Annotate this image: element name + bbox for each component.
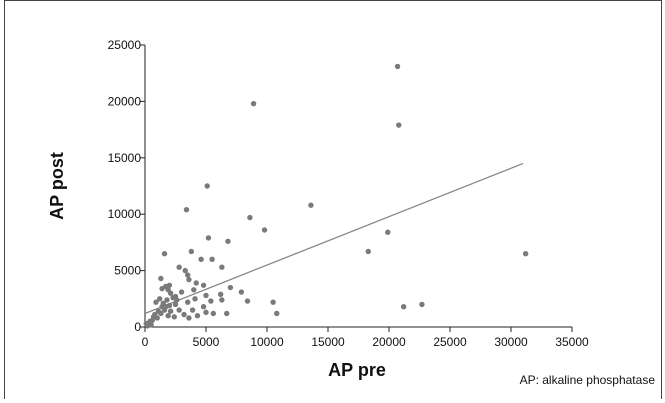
x-tick-label: 30000 <box>494 335 528 349</box>
data-point <box>200 282 207 288</box>
data-point <box>192 296 198 302</box>
data-point <box>200 303 207 310</box>
data-point <box>204 183 210 189</box>
data-point <box>182 267 188 274</box>
data-point <box>394 63 401 70</box>
data-point <box>274 310 280 317</box>
data-point <box>209 256 215 263</box>
data-point <box>164 297 170 303</box>
data-point <box>270 299 276 305</box>
y-tick-label: 20000 <box>108 94 142 108</box>
x-tick-label: 25000 <box>433 335 467 349</box>
data-point <box>247 214 253 221</box>
x-tick-label: 15000 <box>311 335 345 349</box>
y-axis-title: AP post <box>47 152 67 220</box>
data-point <box>189 307 196 313</box>
data-point <box>194 313 201 319</box>
y-tick-label: 15000 <box>108 151 142 165</box>
data-point <box>166 302 173 309</box>
data-point <box>161 250 168 257</box>
data-point <box>174 297 180 303</box>
data-point <box>244 298 251 304</box>
data-point <box>153 299 159 305</box>
data-point <box>419 301 425 308</box>
data-point <box>250 100 257 107</box>
data-point <box>208 298 214 304</box>
data-point <box>171 314 177 320</box>
data-points <box>143 63 529 329</box>
data-point <box>210 310 217 317</box>
x-tick-label: 20000 <box>372 335 406 349</box>
scatter-chart: 0 5000 10000 15000 20000 25000 0 5000 10000 1500… <box>47 38 656 387</box>
trendline <box>144 162 524 315</box>
data-point <box>193 280 199 286</box>
data-point <box>261 227 268 233</box>
y-tick-label: 10000 <box>108 207 142 221</box>
data-point <box>158 275 164 282</box>
data-point <box>150 314 157 320</box>
data-point <box>183 206 190 213</box>
data-point <box>185 272 191 278</box>
x-tick-label: 0 <box>142 335 149 349</box>
data-point <box>224 310 230 317</box>
data-point <box>186 315 192 321</box>
x-tick-label: 5000 <box>193 335 220 349</box>
footnote: AP: alkaline phosphatase <box>520 373 656 387</box>
data-point <box>219 297 225 303</box>
x-axis-ticks: 0 5000 10000 15000 20000 25000 30000 35000 <box>142 327 589 349</box>
data-point <box>385 229 391 235</box>
data-point <box>165 313 171 319</box>
y-axis-ticks: 0 5000 10000 15000 20000 25000 <box>108 38 145 334</box>
data-point <box>238 289 245 295</box>
x-tick-label: 35000 <box>555 335 589 349</box>
data-point <box>161 307 168 313</box>
y-tick-label: 5000 <box>114 264 141 278</box>
data-point <box>186 276 192 283</box>
data-point <box>185 299 191 305</box>
data-point <box>396 122 402 128</box>
data-point <box>167 308 174 314</box>
data-point <box>203 309 209 316</box>
data-point <box>147 318 153 325</box>
data-point <box>156 296 163 302</box>
data-point <box>308 202 314 208</box>
data-point <box>178 289 185 295</box>
data-point <box>167 290 174 296</box>
data-point <box>365 248 371 255</box>
x-tick-label: 10000 <box>250 335 284 349</box>
data-point <box>172 301 179 308</box>
y-tick-label: 0 <box>134 320 141 334</box>
data-point <box>181 311 187 318</box>
y-tick-label: 25000 <box>108 38 142 52</box>
data-point <box>159 285 165 292</box>
data-point <box>217 291 224 297</box>
x-axis-title: AP pre <box>328 360 386 380</box>
data-point <box>205 235 212 241</box>
data-point <box>176 307 182 313</box>
figure-frame: 0 5000 10000 15000 20000 25000 0 5000 10000 1500… <box>4 0 662 399</box>
data-point <box>203 292 209 299</box>
data-point <box>176 264 182 270</box>
data-point <box>225 238 231 244</box>
data-point <box>198 256 204 263</box>
data-point <box>219 264 225 270</box>
data-point <box>158 310 164 317</box>
data-point <box>522 250 529 257</box>
data-point <box>191 287 197 293</box>
data-point <box>188 248 195 255</box>
data-point <box>227 284 234 291</box>
data-point <box>400 303 407 310</box>
